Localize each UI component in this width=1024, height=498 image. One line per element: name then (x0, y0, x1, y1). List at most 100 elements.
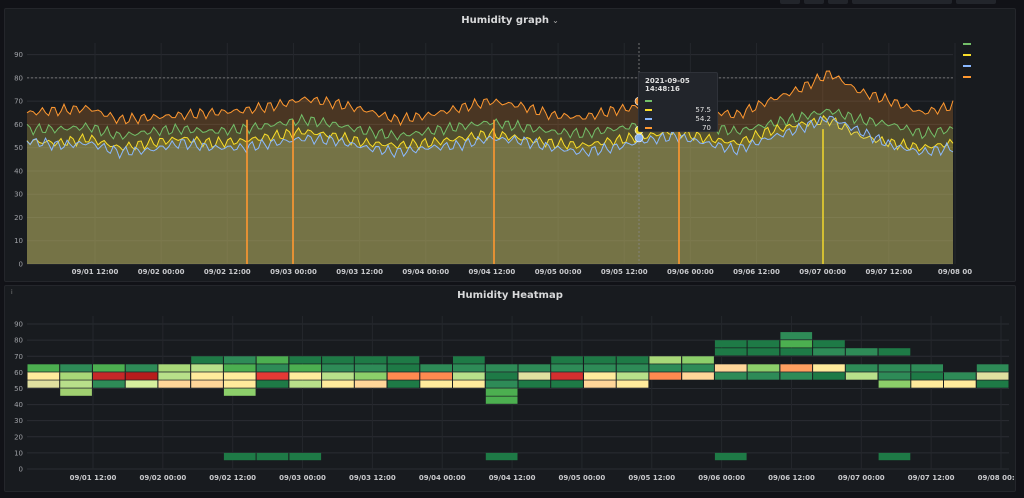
x-tick-label: 09/02 12:00 (209, 474, 256, 482)
heatmap-cell (387, 364, 420, 372)
legend (963, 39, 1003, 87)
heatmap-cell (256, 364, 289, 372)
heatmap-cell (27, 372, 60, 380)
x-tick-label: 09/06 00:00 (667, 268, 714, 276)
humidity-heatmap-chart[interactable]: 0 10 20 30 40 50 60 70 80 90 09/01 12:00 09/02 00:0… (5, 286, 1015, 491)
chevron-down-icon[interactable]: ⌄ (552, 16, 559, 25)
heatmap-cell (223, 452, 256, 461)
legend-item-blue[interactable] (963, 65, 971, 67)
heatmap-cell (878, 364, 911, 372)
heatmap-cell (813, 372, 845, 380)
heatmap-cell (158, 364, 191, 372)
heatmap-cell (616, 364, 649, 372)
tooltip-value: 70 (702, 123, 711, 132)
panel-title[interactable]: Humidity graph ⌄ (5, 15, 1015, 26)
series-swatch (645, 108, 652, 111)
heatmap-cell (584, 364, 616, 372)
heatmap-cell (813, 340, 845, 348)
x-tick-label: 09/07 00:00 (799, 268, 846, 276)
x-tick-label: 09/04 00:00 (419, 474, 466, 482)
panel-title[interactable]: Humidity Heatmap (5, 290, 1015, 301)
heatmap-cell (714, 372, 747, 380)
heatmap-cell (256, 356, 289, 364)
heatmap-cell (813, 348, 845, 356)
series-area (27, 71, 953, 264)
heatmap-cell (747, 340, 780, 348)
x-tick-label: 09/06 12:00 (733, 268, 780, 276)
heatmap-cell (322, 356, 354, 364)
heatmap-cell (453, 380, 485, 388)
heatmap-cell (551, 380, 583, 388)
heatmap-cell (387, 372, 420, 380)
humidity-heatmap-title[interactable]: Humidity Heatmap (457, 290, 563, 301)
heatmap-cell (714, 340, 747, 348)
humidity-line-chart[interactable]: 0 10 20 30 40 50 60 70 80 90 09/01 12:00 09/02 00:0… (5, 9, 1015, 281)
heatmap-cell (256, 452, 289, 461)
y-tick-label: 80 (14, 337, 23, 345)
heatmap-cell (780, 340, 813, 348)
heatmap-cell (60, 380, 92, 388)
heatmap-cell (944, 380, 976, 388)
x-tick-label: 09/03 12:00 (349, 474, 396, 482)
y-tick-label: 30 (14, 417, 23, 425)
heatmap-cell (322, 364, 354, 372)
series-swatch (645, 99, 652, 102)
y-tick-label: 80 (14, 74, 23, 82)
x-tick-label: 09/02 00:00 (138, 268, 185, 276)
y-tick-label: 90 (14, 321, 23, 329)
tooltip-value: 57.5 (695, 105, 711, 114)
heatmap-cell (780, 372, 813, 380)
heatmap-cell (60, 364, 92, 372)
heatmap-cell (93, 380, 125, 388)
x-tick-label: 09/05 12:00 (628, 474, 675, 482)
heatmap-cell (223, 388, 256, 396)
x-tick-label: 09/02 00:00 (139, 474, 186, 482)
heatmap-cell (845, 372, 878, 380)
heatmap-cell (354, 372, 387, 380)
heatmap-cell (223, 364, 256, 372)
heatmap-cell (747, 364, 780, 372)
heatmap-cell (878, 452, 911, 461)
heatmap-cell (518, 364, 551, 372)
heatmap-cell (878, 348, 911, 356)
heatmap-cell (354, 380, 387, 388)
heatmap-cell (649, 364, 682, 372)
heatmap-cell (453, 372, 485, 380)
tooltip-row: 57.5 (645, 105, 711, 114)
heatmap-cell (289, 372, 322, 380)
humidity-graph-title[interactable]: Humidity graph (461, 15, 550, 26)
heatmap-cell (322, 372, 354, 380)
heatmap-cell (453, 356, 485, 364)
heatmap-cell (584, 356, 616, 364)
heatmap-cell (518, 380, 551, 388)
y-tick-label: 70 (14, 98, 23, 106)
heatmap-cell (944, 372, 976, 380)
heatmap-cell (93, 364, 125, 372)
heatmap-cell (485, 388, 518, 396)
heatmap-cell (551, 364, 583, 372)
heatmap-cell (485, 380, 518, 388)
humidity-graph-panel: Humidity graph ⌄ 0 10 20 30 40 50 60 70 80 90 09/01… (4, 8, 1016, 282)
heatmap-cell (976, 380, 1009, 388)
x-tick-label: 09/04 12:00 (489, 474, 536, 482)
heatmap-cell (223, 356, 256, 364)
legend-item-green[interactable] (963, 43, 971, 45)
legend-item-yellow[interactable] (963, 54, 971, 56)
heatmap-cell (420, 364, 452, 372)
info-icon[interactable]: i (11, 289, 13, 296)
tooltip-value: 54.2 (695, 114, 711, 123)
heatmap-cell (191, 364, 223, 372)
heatmap-cell (976, 364, 1009, 372)
heatmap-cell (125, 364, 158, 372)
heatmap-cell (191, 372, 223, 380)
heatmap-cell (616, 380, 649, 388)
heatmap-cell (60, 372, 92, 380)
x-tick-label: 09/07 12:00 (908, 474, 955, 482)
heatmap-cell (354, 356, 387, 364)
heatmap-cell (911, 380, 943, 388)
series-line (26, 108, 954, 141)
series-swatch (645, 126, 652, 129)
series-line (26, 70, 954, 127)
heatmap-cell (420, 372, 452, 380)
legend-item-orange[interactable] (963, 76, 971, 78)
